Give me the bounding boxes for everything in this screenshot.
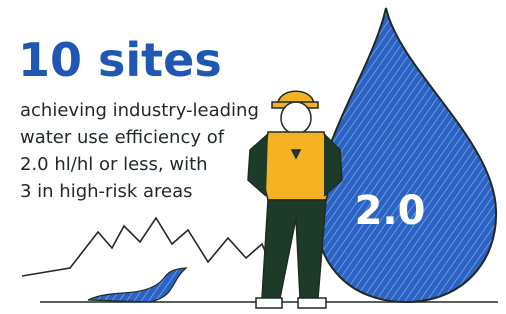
river	[88, 268, 186, 302]
body-line: water use efficiency of	[20, 127, 225, 148]
infographic: 2.0 10 sites achieving industry-leading …	[0, 0, 506, 314]
body-text: achieving industry-leading water use eff…	[20, 100, 259, 202]
body-line: achieving industry-leading	[20, 100, 259, 121]
water-drop	[316, 8, 496, 302]
drop-label: 2.0	[355, 188, 426, 234]
headline: 10 sites	[18, 33, 222, 87]
mountains	[22, 218, 276, 276]
body-line: 3 in high-risk areas	[20, 181, 193, 202]
body-line: 2.0 hl/hl or less, with	[20, 154, 208, 175]
page: 2.0 10 sites achieving industry-leading …	[0, 0, 506, 314]
